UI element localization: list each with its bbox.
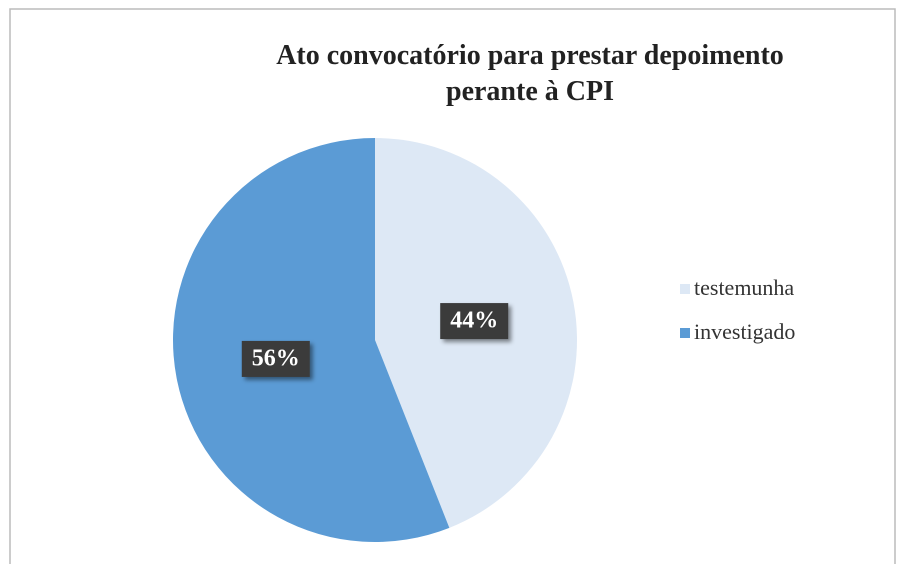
pie-slice <box>172 138 450 542</box>
frame <box>9 8 896 564</box>
legend-label: testemunha <box>694 275 794 300</box>
data-label: 44% <box>450 308 498 334</box>
data-label-box <box>440 303 509 340</box>
data-label-box <box>241 340 310 377</box>
legend-label: investigado <box>694 319 795 344</box>
chart-title: Ato convocatório para prestar depoimento… <box>276 40 784 107</box>
data-label: 56% <box>252 345 300 371</box>
legend-swatch <box>680 328 690 338</box>
legend-swatch <box>680 284 690 294</box>
